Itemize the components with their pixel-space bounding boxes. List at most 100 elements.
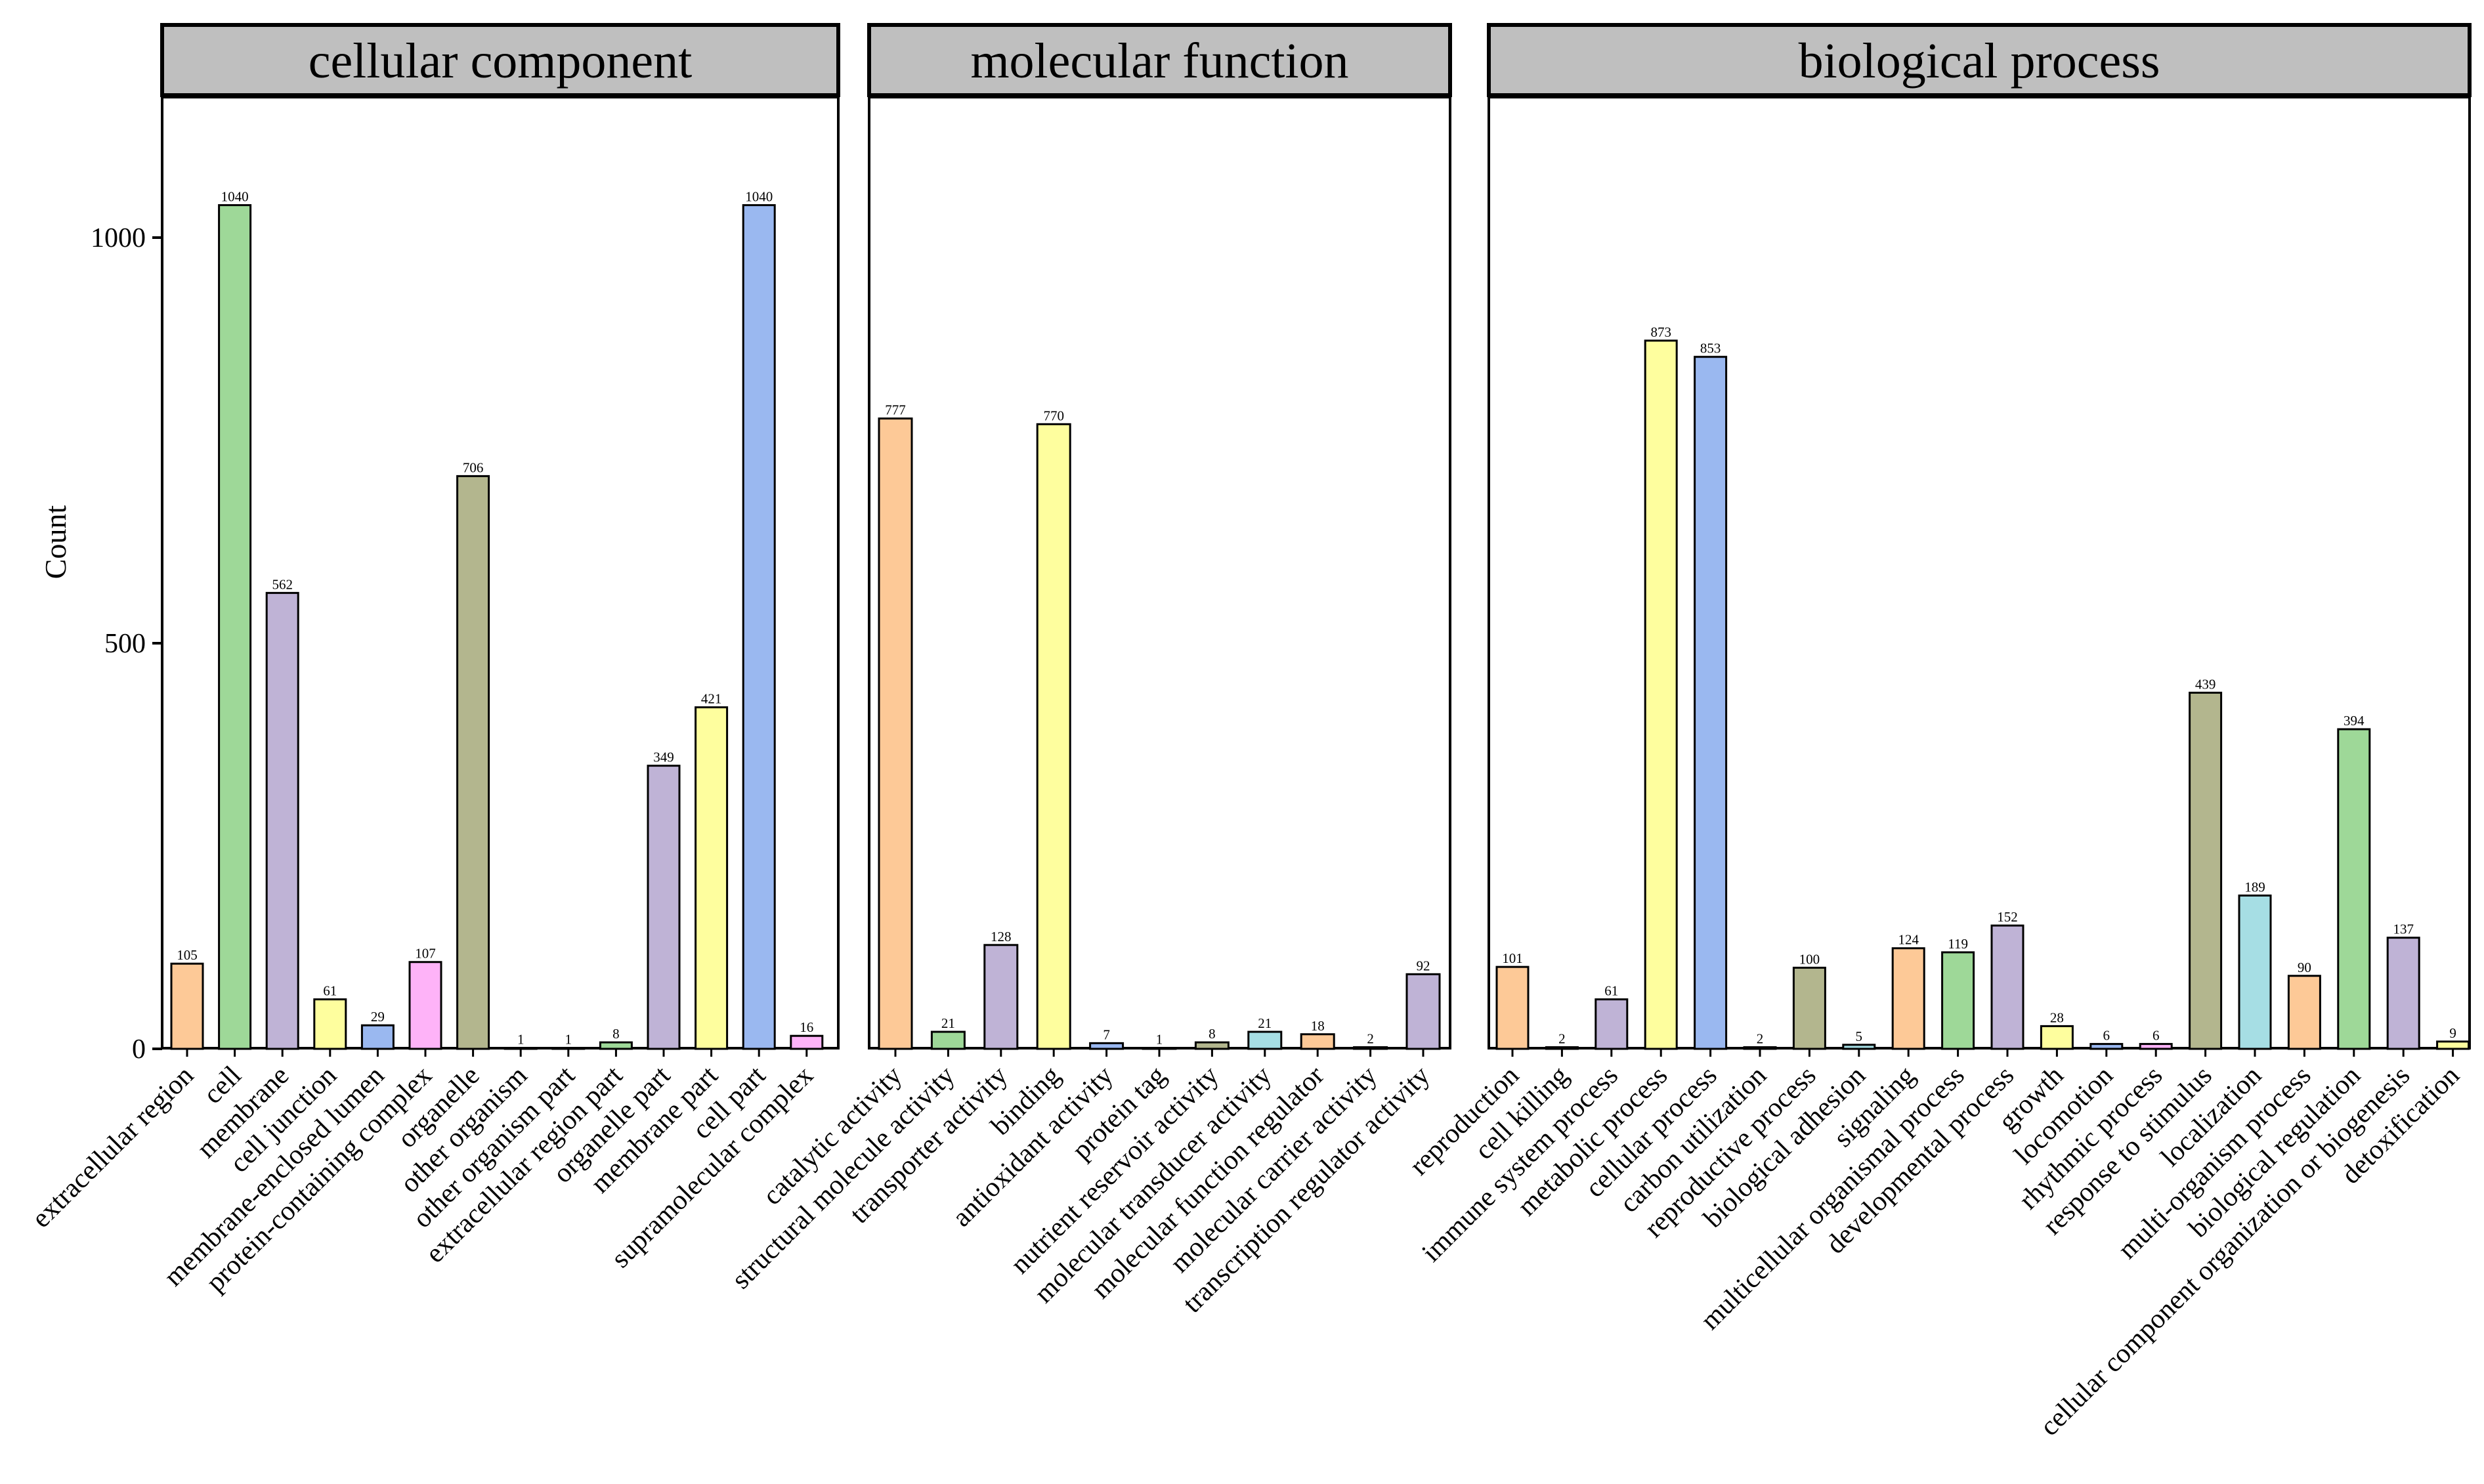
data-label: 92 <box>1417 958 1430 973</box>
data-label: 394 <box>2344 713 2365 729</box>
facet-panel: cellular component 105 extracellular regio… <box>26 23 840 1298</box>
data-label: 100 <box>1799 951 1820 967</box>
data-label: 6 <box>2103 1028 2110 1044</box>
data-label: 873 <box>1650 324 1671 340</box>
data-label: 349 <box>653 750 674 765</box>
data-label: 101 <box>1502 950 1523 966</box>
data-label: 1040 <box>221 189 249 205</box>
data-label: 1 <box>565 1032 572 1048</box>
bar <box>695 706 729 1050</box>
bar <box>878 417 913 1050</box>
bar <box>408 961 442 1050</box>
data-label: 152 <box>1997 909 2018 925</box>
bar <box>218 204 252 1050</box>
data-label: 439 <box>2195 676 2216 692</box>
data-label: 1040 <box>745 189 773 205</box>
bar <box>1495 965 1530 1050</box>
data-label: 28 <box>2050 1009 2064 1025</box>
y-tick-label: 500 <box>104 629 146 659</box>
data-label: 16 <box>800 1019 813 1035</box>
bar <box>1595 998 1629 1050</box>
bar <box>313 998 347 1050</box>
data-label: 29 <box>371 1009 385 1025</box>
data-label: 18 <box>1311 1018 1325 1034</box>
data-label: 107 <box>415 946 436 962</box>
data-label: 562 <box>272 576 293 592</box>
data-label: 6 <box>2152 1028 2160 1044</box>
bar <box>1941 951 1975 1050</box>
data-label: 21 <box>1258 1015 1272 1031</box>
x-tick-label: extracellular region <box>26 1061 200 1234</box>
data-label: 2 <box>1367 1031 1374 1047</box>
data-label: 853 <box>1700 341 1721 356</box>
bar <box>1036 423 1071 1050</box>
bar <box>1891 947 1925 1050</box>
y-axis-title: Count <box>39 505 72 580</box>
data-label: 8 <box>1209 1026 1216 1042</box>
facet-title: biological process <box>1799 33 2160 89</box>
facet-strip <box>867 23 1452 97</box>
data-label: 2 <box>1558 1031 1566 1047</box>
x-tick-label: immune system process <box>1417 1061 1624 1268</box>
bar <box>1990 924 2024 1050</box>
facet-title: molecular function <box>970 33 1348 89</box>
y-tick-label: 0 <box>132 1034 146 1065</box>
bar <box>1300 1033 1335 1050</box>
plot-frame <box>161 96 840 1049</box>
data-label: 770 <box>1043 408 1064 423</box>
bar <box>2040 1025 2074 1050</box>
plot-frame <box>868 96 1451 1049</box>
bar <box>647 765 681 1050</box>
data-label: 137 <box>2393 922 2414 937</box>
data-label: 421 <box>701 691 722 707</box>
bar <box>170 962 204 1050</box>
data-label: 128 <box>991 929 1012 944</box>
bar <box>1247 1030 1283 1050</box>
bar <box>2189 691 2223 1050</box>
data-label: 8 <box>612 1026 620 1042</box>
data-label: 105 <box>177 947 198 963</box>
y-axis: 0 500 1000 <box>91 97 163 1065</box>
bar <box>1405 973 1441 1050</box>
data-label: 9 <box>2449 1025 2456 1041</box>
facet-strip <box>160 23 840 97</box>
y-tick-label: 1000 <box>91 223 146 253</box>
bar <box>790 1034 824 1050</box>
bar <box>1089 1042 1124 1050</box>
data-label: 1 <box>1156 1032 1163 1048</box>
bar <box>2139 1043 2173 1050</box>
data-label: 61 <box>323 983 337 999</box>
data-label: 21 <box>941 1015 955 1031</box>
bar <box>930 1030 966 1050</box>
data-label: 124 <box>1898 932 1919 948</box>
data-label: 706 <box>463 459 484 475</box>
bar <box>2436 1040 2470 1050</box>
bar <box>360 1024 395 1050</box>
facet-strip <box>1487 23 2472 97</box>
data-label: 90 <box>2298 960 2311 975</box>
bar <box>1194 1041 1230 1050</box>
bar <box>2337 728 2371 1050</box>
data-label: 189 <box>2244 879 2265 895</box>
facet-title: cellular component <box>309 33 693 89</box>
bar <box>599 1041 633 1050</box>
bar <box>983 944 1019 1050</box>
bar <box>265 591 299 1050</box>
bar <box>1694 356 1728 1050</box>
bar <box>2287 975 2321 1050</box>
data-label: 777 <box>885 402 906 418</box>
data-label: 5 <box>1856 1028 1863 1044</box>
data-label: 61 <box>1604 983 1618 999</box>
data-label: 119 <box>1948 936 1968 952</box>
bar <box>742 204 776 1050</box>
bar <box>2386 937 2420 1050</box>
data-label: 1 <box>517 1032 525 1048</box>
x-tick-label: structural molecule activity <box>726 1061 960 1295</box>
plot-frame <box>1488 96 2471 1049</box>
bar <box>1644 339 1678 1050</box>
bar <box>456 475 490 1050</box>
